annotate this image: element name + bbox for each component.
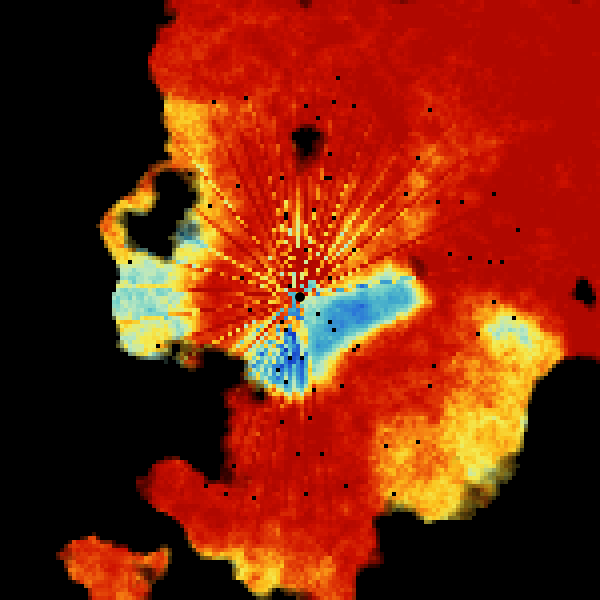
radar-image-panel	[0, 0, 600, 600]
radar-reflectivity-raster	[0, 0, 600, 600]
